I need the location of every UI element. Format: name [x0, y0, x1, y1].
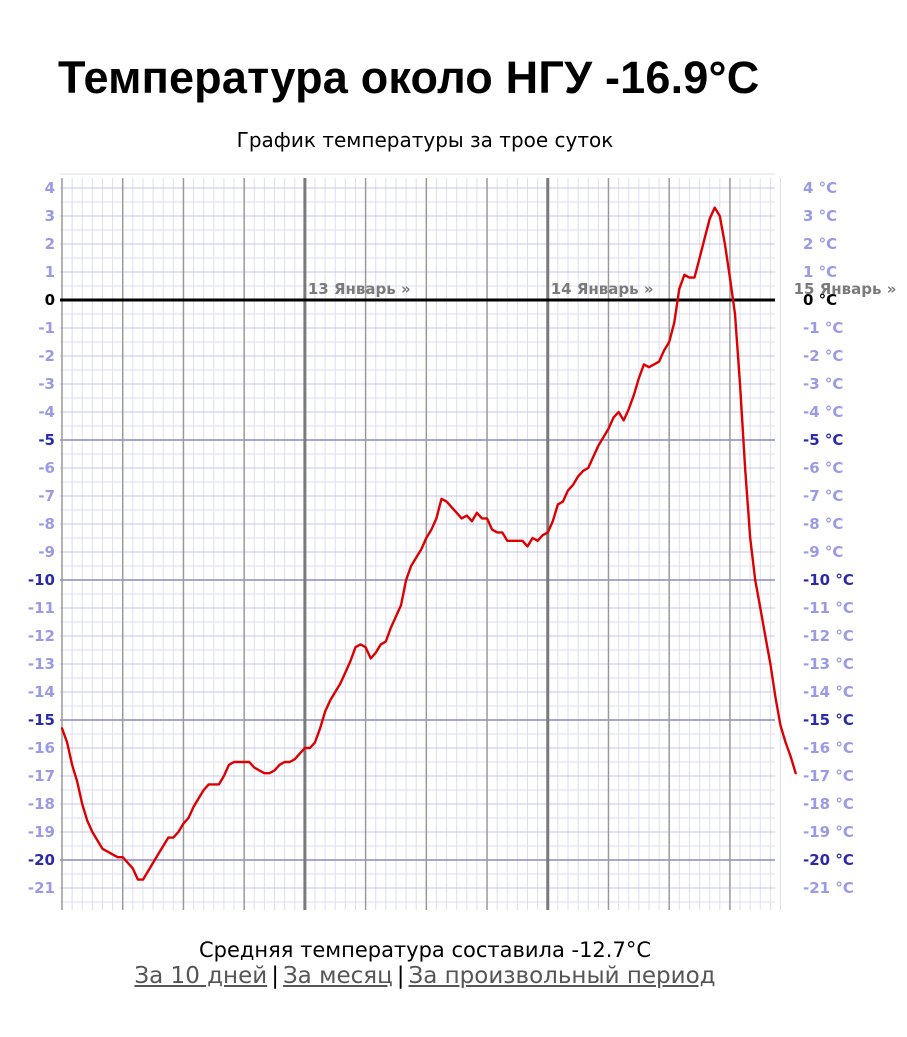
day-label: 14 Январь »	[551, 280, 654, 298]
y-tick-label-left: 2	[45, 235, 55, 253]
page-title: Температура около НГУ -16.9°C	[58, 52, 760, 103]
y-tick-label-right: -18 °C	[803, 795, 854, 813]
link-custom-period[interactable]: За произвольный период	[408, 963, 716, 989]
link-separator: |	[271, 963, 279, 989]
y-tick-label-right: -20 °C	[803, 851, 854, 869]
link-separator: |	[396, 963, 405, 989]
y-tick-label-left: -10	[28, 571, 55, 589]
y-tick-label-right: -10 °C	[803, 571, 854, 589]
y-tick-label-left: -11	[28, 599, 55, 617]
chart-subtitle: График температуры за трое суток	[236, 128, 614, 152]
y-tick-label-right: -6 °C	[803, 459, 843, 477]
y-tick-label-right: -3 °C	[803, 375, 843, 393]
y-tick-label-right: -1 °C	[803, 319, 843, 337]
y-tick-label-right: -4 °C	[803, 403, 843, 421]
y-ticks-left: 4 3 2 1 0 -1 -2 -3 -4 -5 -6 -7 -8 -9 -10 -11 -12 -13 -14 -1…	[28, 179, 55, 897]
y-tick-label-right: -8 °C	[803, 515, 843, 533]
day-label: 15 Январь »	[794, 280, 897, 298]
temperature-chart: 4 3 2 1 0 -1 -2 -3 -4 -5 -6 -7 -8 -9 -10 -11 -12 -13 -14 -1…	[28, 173, 897, 910]
y-tick-label-left: -3	[38, 375, 55, 393]
y-tick-label-right: 4 °C	[803, 179, 837, 197]
y-tick-label-right: 3 °C	[803, 207, 837, 225]
y-tick-label-left: 0	[45, 291, 55, 309]
y-tick-label-right: 0 °C	[803, 291, 837, 309]
grid-horizontal	[60, 187, 775, 889]
series-group	[60, 206, 797, 881]
y-tick-label-right: -11 °C	[803, 599, 854, 617]
y-tick-label-right: -19 °C	[803, 823, 854, 841]
y-tick-label-left: -7	[38, 487, 55, 505]
y-tick-label-left: -4	[38, 403, 55, 421]
y-tick-label-right: -15 °C	[803, 711, 854, 729]
y-tick-label-right: -17 °C	[803, 767, 854, 785]
y-tick-label-left: -18	[28, 795, 55, 813]
y-tick-label-left: 3	[45, 207, 55, 225]
y-tick-label-right: -13 °C	[803, 655, 854, 673]
y-tick-label-left: -12	[28, 627, 55, 645]
y-tick-label-right: -7 °C	[803, 487, 843, 505]
y-tick-label-right: -9 °C	[803, 543, 843, 561]
y-tick-label-right: -21 °C	[803, 879, 854, 897]
y-tick-label-right: 1 °C	[803, 263, 837, 281]
y-tick-label-left: -8	[38, 515, 55, 533]
y-tick-label-right: -5 °C	[803, 431, 843, 449]
y-tick-label-left: -9	[38, 543, 55, 561]
y-tick-label-left: 4	[45, 179, 55, 197]
link-10-days[interactable]: За 10 дней	[134, 963, 268, 989]
y-tick-label-left: -21	[28, 879, 55, 897]
link-month[interactable]: За месяц	[282, 963, 393, 989]
y-tick-label-left: -2	[38, 347, 55, 365]
y-tick-label-right: -2 °C	[803, 347, 843, 365]
day-label: 13 Январь »	[308, 280, 411, 298]
y-tick-label-left: -13	[28, 655, 55, 673]
y-tick-label-right: 2 °C	[803, 235, 837, 253]
day-labels: 13 Январь » 14 Январь » 15 Январь »	[308, 280, 897, 298]
y-tick-label-left: 1	[45, 263, 55, 281]
temperature-line	[60, 206, 797, 881]
y-tick-label-left: -20	[28, 851, 55, 869]
y-tick-label-left: -14	[28, 683, 55, 701]
y-tick-label-right: -14 °C	[803, 683, 854, 701]
y-tick-label-right: -12 °C	[803, 627, 854, 645]
period-links: За 10 дней | За месяц | За произвольный пери…	[0, 963, 850, 989]
average-temperature-text: Средняя температура составила -12.7°C	[198, 938, 651, 962]
y-tick-label-left: -17	[28, 767, 55, 785]
y-tick-label-left: -15	[28, 711, 55, 729]
y-tick-label-right: -16 °C	[803, 739, 854, 757]
y-tick-label-left: -19	[28, 823, 55, 841]
y-tick-label-left: -1	[38, 319, 55, 337]
y-tick-label-left: -5	[38, 431, 55, 449]
y-tick-label-left: -6	[38, 459, 55, 477]
grid-minor-horizontal	[60, 173, 775, 903]
y-tick-label-left: -16	[28, 739, 55, 757]
y-ticks-right: 4 °C 3 °C 2 °C 1 °C 0 °C -1 °C -2 °C -3 °C -4 °C…	[803, 179, 854, 897]
